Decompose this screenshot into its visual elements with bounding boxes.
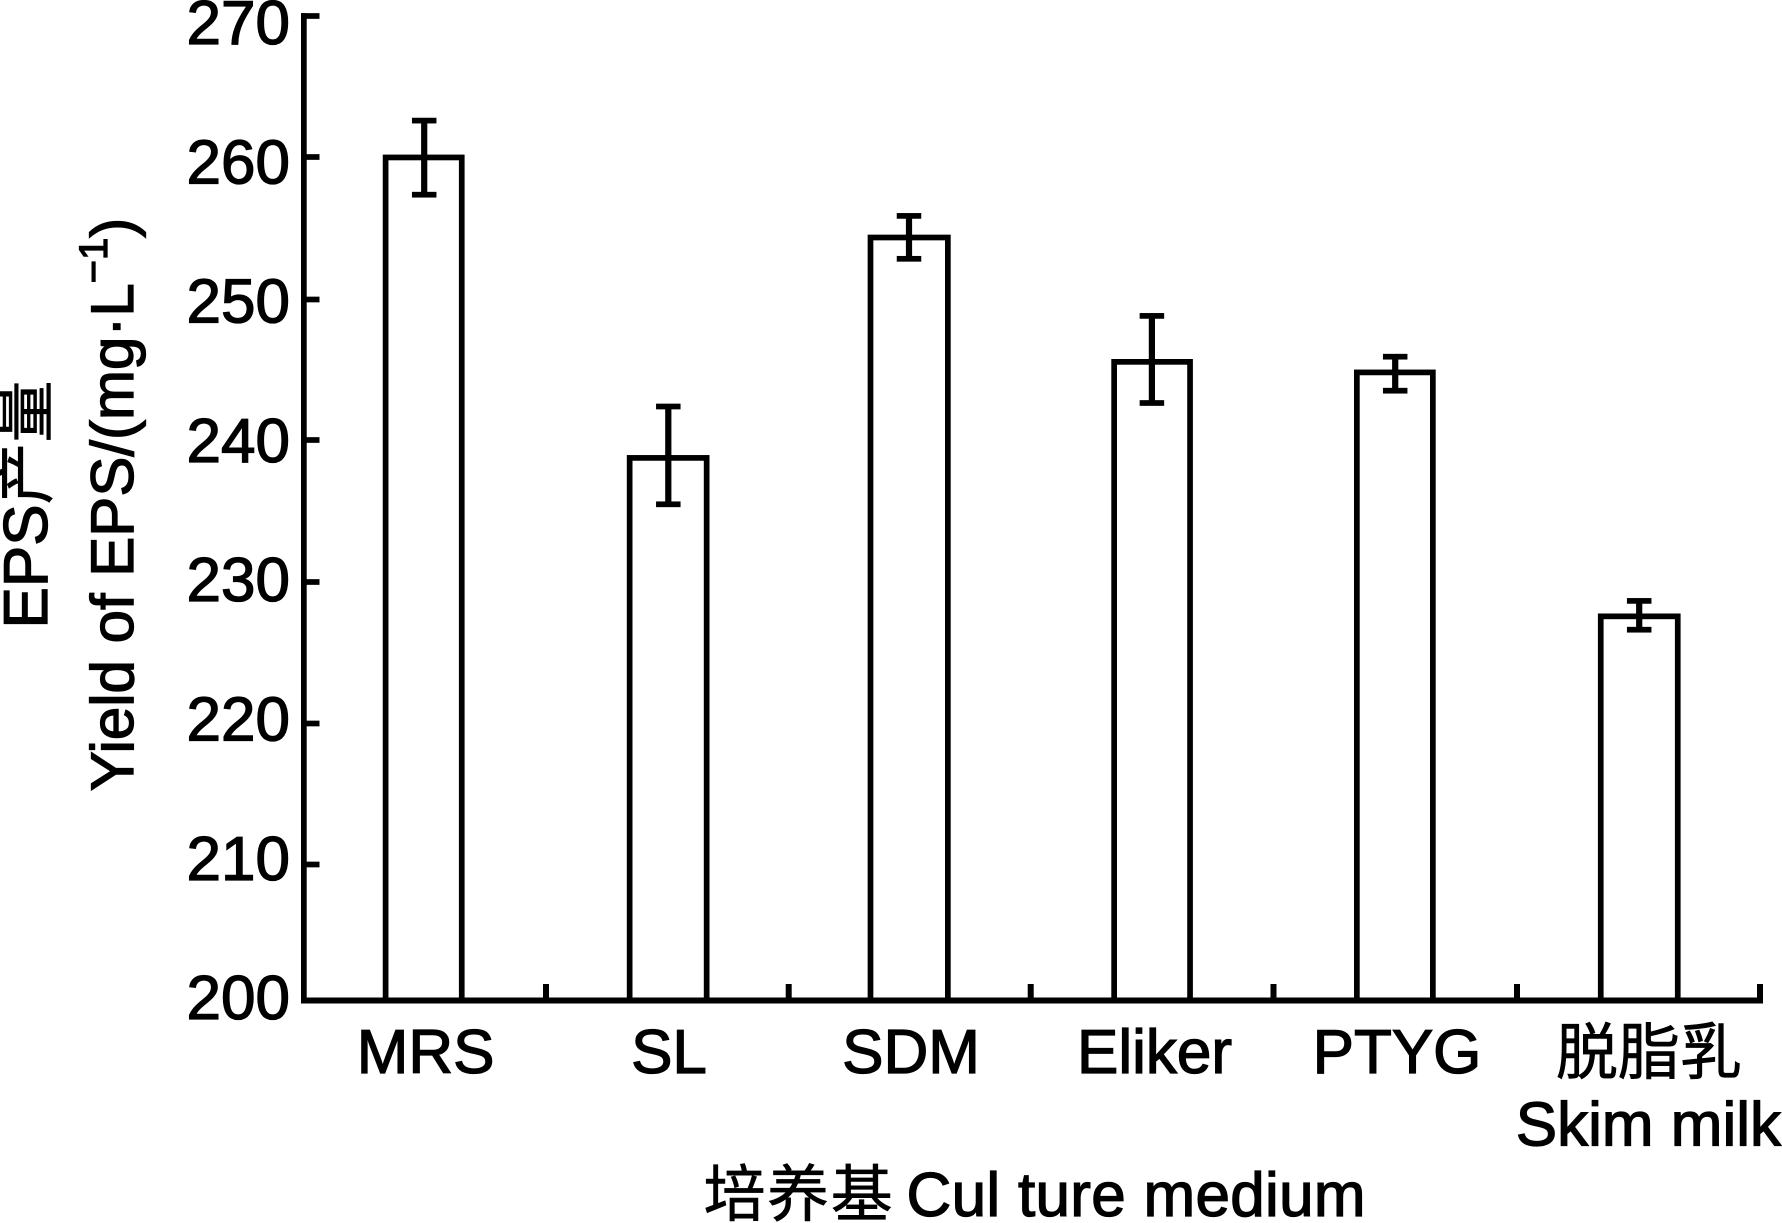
svg-text:200: 200 (187, 964, 290, 1033)
svg-text:Yield of EPS/(mg·L−1): Yield of EPS/(mg·L−1) (72, 218, 146, 792)
svg-text:260: 260 (187, 128, 290, 197)
svg-text:240: 240 (187, 407, 290, 476)
svg-text:EPS: EPS (0, 504, 61, 628)
svg-text:Skim milk: Skim milk (1516, 1091, 1782, 1160)
svg-text:PTYG: PTYG (1313, 1018, 1482, 1087)
svg-text:SL: SL (631, 1018, 707, 1087)
svg-text:250: 250 (187, 268, 290, 337)
svg-text:270: 270 (187, 0, 290, 58)
svg-text:Cul ture medium: Cul ture medium (907, 1161, 1366, 1223)
svg-text:SDM: SDM (842, 1018, 980, 1087)
svg-text:210: 210 (187, 825, 290, 894)
svg-text:230: 230 (187, 546, 290, 615)
svg-text:Eliker: Eliker (1077, 1018, 1232, 1087)
svg-text:220: 220 (187, 686, 290, 755)
svg-text:MRS: MRS (357, 1018, 495, 1087)
